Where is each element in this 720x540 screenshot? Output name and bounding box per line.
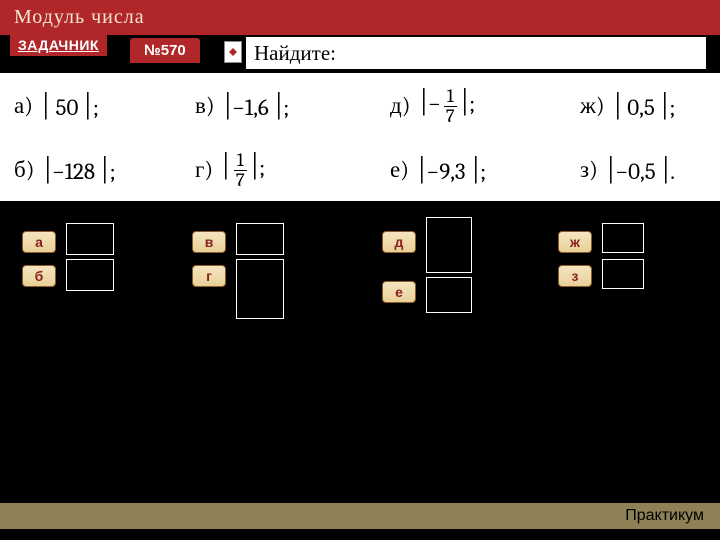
problems-area: а) | 50 |; в) |−1,6 |; д) |−17|; ж) | 0,5 |; б) |… xyxy=(0,73,720,201)
prompt-box: Найдите: xyxy=(246,37,706,69)
sub-bar: ЗАДАЧНИК №570 Найдите: xyxy=(0,35,720,73)
problem-d: д) |−17|; xyxy=(390,73,475,137)
footer-bar: Практикум xyxy=(0,503,720,529)
problem-letter: ж) xyxy=(580,92,605,119)
title-bar: Модуль числа xyxy=(0,0,720,35)
answer-button-b[interactable]: б xyxy=(22,265,56,287)
problem-number-tag: №570 xyxy=(130,38,200,63)
footer-label: Практикум xyxy=(625,507,704,525)
answer-box-g[interactable] xyxy=(236,259,284,319)
answer-box-b[interactable] xyxy=(66,259,114,291)
answer-box-z[interactable] xyxy=(602,259,644,289)
answer-box-a[interactable] xyxy=(66,223,114,255)
answer-box-v[interactable] xyxy=(236,223,284,255)
problem-zh: ж) | 0,5 |; xyxy=(580,73,675,137)
problem-letter: е) xyxy=(390,156,409,183)
problem-letter: в) xyxy=(195,92,215,119)
problem-expression: | 50 |; xyxy=(41,88,99,123)
problem-b: б) |−128 |; xyxy=(14,137,116,201)
page-title: Модуль числа xyxy=(14,6,145,29)
answer-button-v[interactable]: в xyxy=(192,231,226,253)
answer-box-d[interactable] xyxy=(426,217,472,273)
problem-a: а) | 50 |; xyxy=(14,73,99,137)
problem-expression: |−128 |; xyxy=(43,152,116,187)
answer-box-zh[interactable] xyxy=(602,223,644,253)
answer-button-z[interactable]: з xyxy=(558,265,592,287)
problem-expression: |−17|; xyxy=(419,84,476,125)
problem-expression: |−0,5 |. xyxy=(606,152,675,187)
media-icon xyxy=(224,41,242,63)
problem-e: е) |−9,3 |; xyxy=(390,137,486,201)
answer-button-a[interactable]: а xyxy=(22,231,56,253)
answers-area: аб вг д е жз xyxy=(0,201,720,481)
workbook-tag: ЗАДАЧНИК xyxy=(10,35,107,56)
problem-z: з) |−0,5 |. xyxy=(580,137,675,201)
answer-box-e[interactable] xyxy=(426,277,472,313)
problem-v: в) |−1,6 |; xyxy=(195,73,289,137)
problem-expression: |−1,6 |; xyxy=(223,88,290,123)
problem-letter: а) xyxy=(14,92,33,119)
answer-button-g[interactable]: г xyxy=(192,265,226,287)
problem-letter: д) xyxy=(390,92,411,119)
answer-button-zh[interactable]: ж xyxy=(558,231,592,253)
problem-expression: |−9,3 |; xyxy=(417,152,486,187)
problem-letter: г) xyxy=(195,156,213,183)
problem-letter: б) xyxy=(14,156,35,183)
problem-expression: |17|; xyxy=(221,148,265,189)
answer-button-e[interactable]: е xyxy=(382,281,416,303)
problem-letter: з) xyxy=(580,156,598,183)
problem-g: г) |17|; xyxy=(195,137,265,201)
answer-button-d[interactable]: д xyxy=(382,231,416,253)
prompt-text: Найдите: xyxy=(254,41,336,66)
problem-expression: | 0,5 |; xyxy=(613,88,676,123)
